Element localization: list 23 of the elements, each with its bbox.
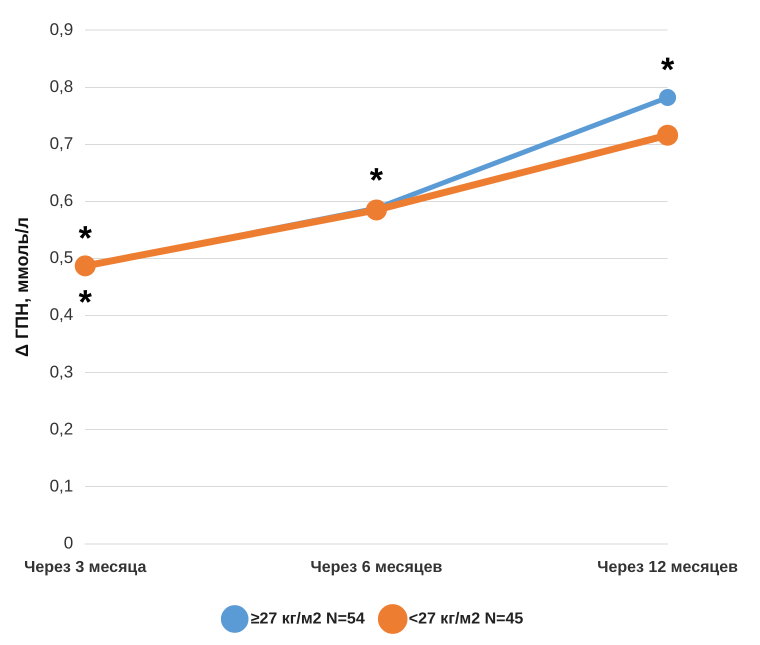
point [366, 199, 387, 220]
annotation: * [660, 50, 675, 89]
y-tick-label: 0,2 [50, 419, 74, 438]
y-tick-label: 0,8 [50, 76, 74, 96]
y-tick-label: 0,6 [50, 191, 74, 210]
x-tick-label: Через 6 месяцев [310, 558, 443, 576]
point [657, 124, 678, 146]
annotation: * [370, 162, 384, 200]
y-axis-title: Δ ГПН, ммоль/л [12, 217, 32, 357]
point [659, 89, 676, 106]
annotation: * [78, 219, 93, 258]
y-tick-label: 0,4 [50, 305, 74, 324]
y-tick-label: 0,9 [50, 20, 74, 39]
legend-label: <27 кг/м2 N=45 [408, 610, 524, 628]
y-tick-label: 0,3 [50, 362, 74, 382]
y-tick-label: 0 [64, 533, 74, 552]
annotation: * [78, 283, 93, 322]
y-tick-label: 0,5 [50, 248, 74, 268]
x-tick-label: Через 3 месяца [24, 558, 146, 576]
y-tick-label: 0,7 [50, 134, 74, 154]
x-tick-label: Через 12 месяцев [597, 558, 738, 576]
y-tick-label: 0,1 [50, 476, 74, 496]
legend-label: ≥27 кг/м2 N=54 [250, 610, 365, 628]
